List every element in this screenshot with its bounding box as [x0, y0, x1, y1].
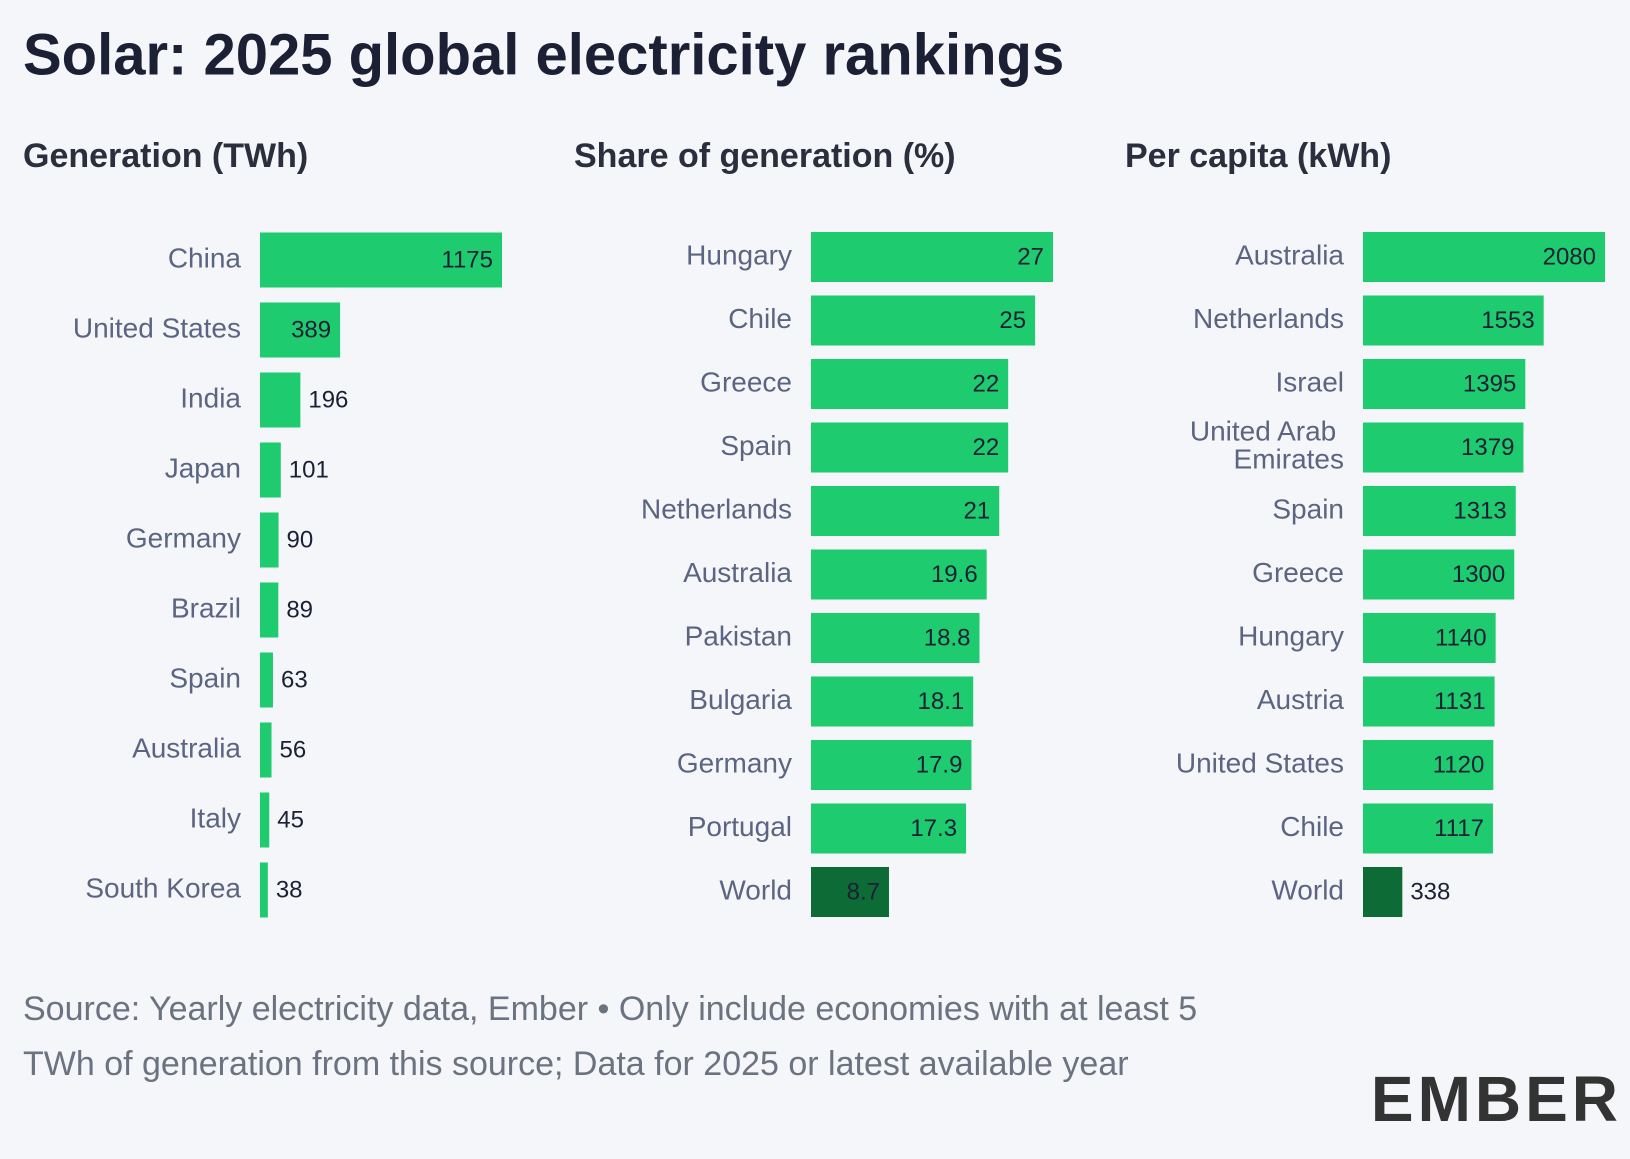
value-label: 22 [972, 434, 999, 461]
value-label: 338 [1410, 878, 1450, 905]
category-label: Germany [126, 522, 241, 553]
value-label: 25 [999, 307, 1026, 334]
bar [260, 793, 269, 848]
category-label: Spain [169, 662, 241, 693]
value-label: 63 [281, 666, 308, 693]
bar [260, 653, 273, 708]
value-label: 27 [1017, 243, 1044, 270]
logo: EMBER [1371, 1063, 1622, 1135]
value-label: 1131 [1434, 688, 1486, 715]
value-label: 18.1 [918, 688, 965, 715]
chart-subtitle: Per capita (kWh) [1125, 137, 1391, 175]
category-label: South Korea [85, 872, 241, 903]
source-note: Source: Yearly electricity data, Ember •… [23, 982, 1213, 1092]
value-label: 1120 [1433, 751, 1485, 778]
category-label: Brazil [171, 592, 241, 623]
category-label: Spain [720, 430, 792, 461]
category-label: Hungary [1238, 620, 1344, 651]
value-label: 89 [286, 596, 313, 623]
bar [1363, 867, 1402, 917]
value-label: 56 [280, 736, 307, 763]
value-label: 196 [308, 386, 348, 413]
value-label: 17.9 [916, 751, 963, 778]
category-label: Greece [1252, 557, 1344, 588]
category-label: Israel [1276, 366, 1344, 397]
category-label: Pakistan [685, 620, 792, 651]
value-label: 2080 [1543, 243, 1596, 270]
category-label: United States [73, 312, 241, 343]
value-label: 101 [289, 456, 329, 483]
page-title: Solar: 2025 global electricity rankings [23, 22, 1064, 87]
value-label: 45 [277, 806, 304, 833]
value-label: 1313 [1453, 497, 1506, 524]
value-label: 21 [964, 497, 991, 524]
bar [260, 373, 300, 428]
category-label: Australia [683, 557, 792, 588]
category-label: World [1271, 874, 1344, 905]
chart-subtitle: Generation (TWh) [23, 137, 308, 175]
category-label: Austria [1257, 684, 1345, 715]
bar [260, 583, 278, 638]
category-label: United States [1176, 747, 1344, 778]
value-label: 1117 [1434, 815, 1484, 842]
category-label: Japan [165, 452, 241, 483]
bar [260, 723, 272, 778]
category-label: Spain [1272, 493, 1344, 524]
category-label: Portugal [688, 811, 792, 842]
bar [260, 443, 281, 498]
value-label: 90 [287, 526, 314, 553]
value-label: 17.3 [910, 815, 957, 842]
category-label: Netherlands [1193, 303, 1344, 334]
category-label: Greece [700, 366, 792, 397]
value-label: 1300 [1452, 561, 1505, 588]
value-label: 1395 [1463, 370, 1516, 397]
value-label: 1379 [1461, 434, 1514, 461]
category-label: China [168, 242, 242, 273]
bar [260, 513, 279, 568]
bar [260, 863, 268, 918]
category-label: Hungary [686, 239, 792, 270]
value-label: 1140 [1435, 624, 1487, 651]
value-label: 8.7 [847, 878, 880, 905]
category-label: Bulgaria [689, 684, 792, 715]
category-label: United Arab Emirates [1190, 416, 1344, 475]
category-label: Italy [190, 802, 241, 833]
value-label: 19.6 [931, 561, 978, 588]
value-label: 38 [276, 876, 303, 903]
category-label: World [719, 874, 792, 905]
category-label: Germany [677, 747, 792, 778]
value-label: 389 [291, 316, 331, 343]
category-label: Australia [1235, 239, 1344, 270]
chart-subtitle: Share of generation (%) [574, 137, 956, 175]
category-label: Chile [1280, 811, 1344, 842]
value-label: 1175 [441, 246, 493, 273]
category-label: Australia [132, 732, 241, 763]
value-label: 22 [972, 370, 999, 397]
category-label: India [180, 382, 241, 413]
category-label: Chile [728, 303, 792, 334]
value-label: 1553 [1481, 307, 1534, 334]
category-label: Netherlands [641, 493, 792, 524]
value-label: 18.8 [924, 624, 971, 651]
